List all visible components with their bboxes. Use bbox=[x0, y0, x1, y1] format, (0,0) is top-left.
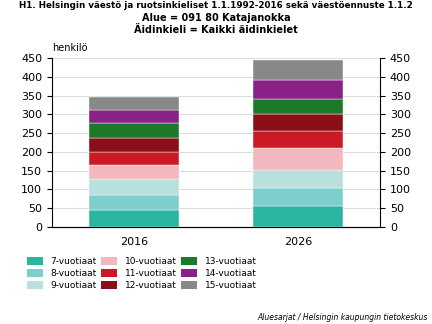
Bar bbox=[253, 80, 343, 99]
Bar bbox=[253, 60, 343, 80]
Bar bbox=[89, 123, 179, 138]
Bar bbox=[89, 152, 179, 165]
Bar bbox=[89, 179, 179, 195]
Bar bbox=[253, 148, 343, 169]
Text: henkilö: henkilö bbox=[52, 43, 87, 53]
Text: Alue = 091 80 Katajanokka: Alue = 091 80 Katajanokka bbox=[142, 13, 290, 23]
Bar bbox=[253, 131, 343, 148]
Bar bbox=[253, 206, 343, 227]
Bar bbox=[89, 210, 179, 227]
Bar bbox=[89, 195, 179, 210]
Legend: 7-vuotiaat, 8-vuotiaat, 9-vuotiaat, 10-vuotiaat, 11-vuotiaat, 12-vuotiaat, 13-vu: 7-vuotiaat, 8-vuotiaat, 9-vuotiaat, 10-v… bbox=[27, 257, 257, 290]
Text: Äidinkieli = Kaikki äidinkielet: Äidinkieli = Kaikki äidinkielet bbox=[134, 25, 298, 35]
Text: H1. Helsingin väestö ja ruotsinkieliset 1.1.1992-2016 sekä väestöennuste 1.1.2: H1. Helsingin väestö ja ruotsinkieliset … bbox=[19, 1, 413, 10]
Bar bbox=[253, 169, 343, 188]
Bar bbox=[89, 138, 179, 152]
Text: Aluesarjat / Helsingin kaupungin tietokeskus: Aluesarjat / Helsingin kaupungin tietoke… bbox=[257, 313, 428, 322]
Bar bbox=[253, 188, 343, 206]
Bar bbox=[253, 114, 343, 131]
Bar bbox=[89, 110, 179, 123]
Bar bbox=[89, 97, 179, 110]
Bar bbox=[253, 99, 343, 114]
Bar bbox=[89, 165, 179, 179]
